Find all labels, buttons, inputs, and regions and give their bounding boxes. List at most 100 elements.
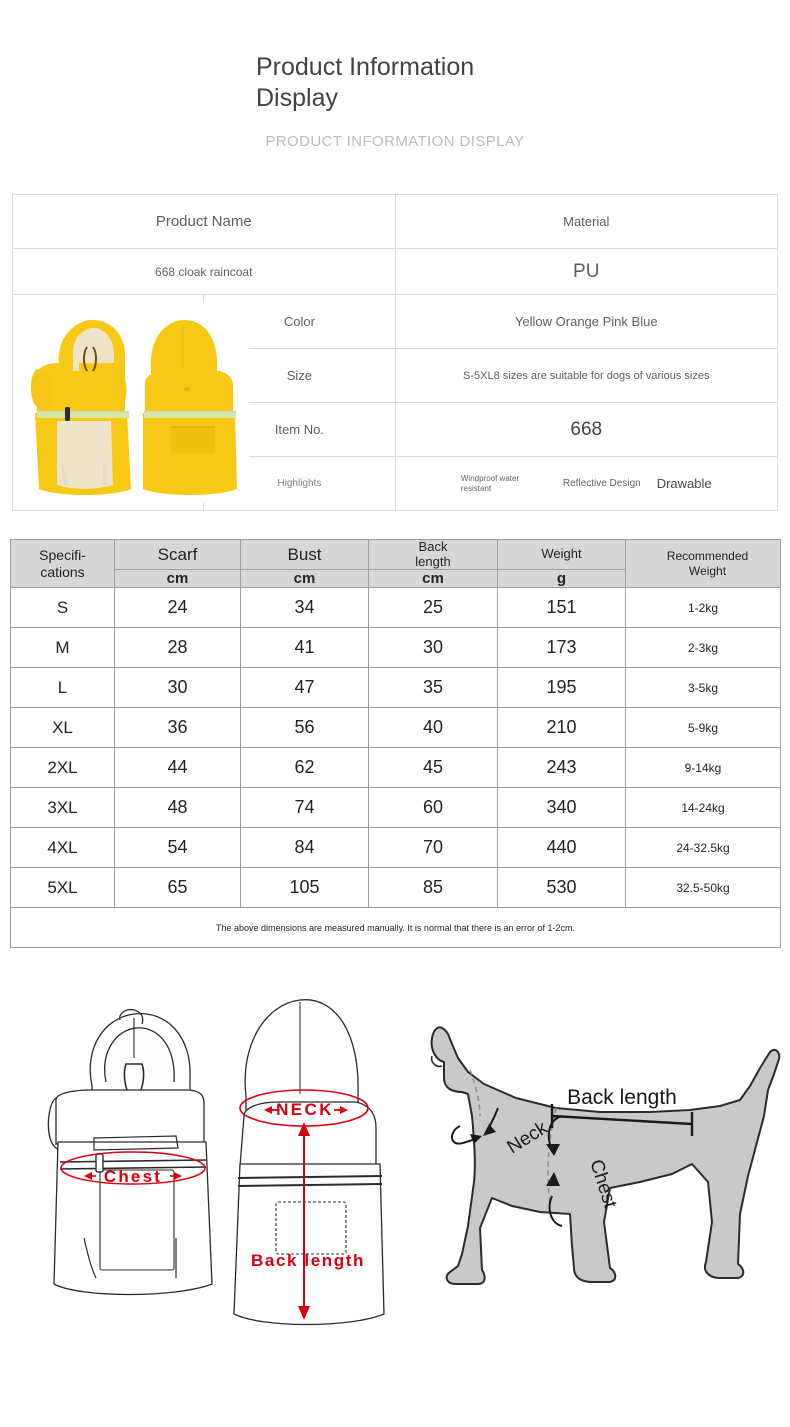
back-length-measure-annotation: Back length <box>251 1122 365 1321</box>
cell-back-length: 35 <box>368 667 498 709</box>
table-row: The above dimensions are measured manual… <box>10 907 781 949</box>
material-value: PU <box>394 248 778 295</box>
cell-back-length: 25 <box>368 587 498 629</box>
cell-recommended: 32.5-50kg <box>625 867 781 909</box>
attribute-value-item-no: 668 <box>394 402 778 457</box>
cell-weight: 195 <box>497 667 626 709</box>
table-row: 4XL 54 84 70 440 24-32.5kg <box>10 827 781 869</box>
label-back-length-dog: Back length <box>567 1086 677 1109</box>
cell-weight: 151 <box>497 587 626 629</box>
recommended-line2: Weight <box>688 563 727 578</box>
material-header: Material <box>394 194 778 249</box>
cell-weight: 530 <box>497 867 626 909</box>
dog-back-length-annotation: Back length <box>550 1086 694 1137</box>
spec-unit-bust: cm <box>240 569 369 589</box>
specifications-section: Specifi- cations Scarf Bust Back length … <box>10 538 781 949</box>
cell-weight: 210 <box>497 707 626 749</box>
highlight-item: Reflective Design <box>562 478 641 489</box>
cell-size: L <box>10 667 115 709</box>
cell-size: S <box>10 587 115 629</box>
table-row: 2XL 44 62 45 243 9-14kg <box>10 747 781 789</box>
spec-header-weight: Weight <box>497 538 626 571</box>
spec-unit-scarf: cm <box>114 569 241 589</box>
cell-size: 5XL <box>10 867 115 909</box>
cell-scarf: 48 <box>114 787 241 829</box>
attribute-value-color: Yellow Orange Pink Blue <box>394 294 778 349</box>
raincoat-photo-icon <box>13 302 249 503</box>
cell-scarf: 36 <box>114 707 241 749</box>
spec-unit-weight: g <box>497 569 626 589</box>
cell-bust: 74 <box>240 787 369 829</box>
cell-weight: 173 <box>497 627 626 669</box>
table-row: M 28 41 30 173 2-3kg <box>10 627 781 669</box>
measurement-diagrams-section: Chest NECK Back length <box>0 966 790 1346</box>
cell-scarf: 24 <box>114 587 241 629</box>
product-photo <box>13 302 249 503</box>
product-name-value: 668 cloak raincoat <box>12 248 396 295</box>
cell-weight: 243 <box>497 747 626 789</box>
highlight-item: Drawable <box>656 476 712 491</box>
chest-measure-annotation: Chest <box>60 1151 206 1186</box>
spec-header-row-2: cm cm cm g <box>11 569 781 589</box>
page-subtitle: PRODUCT INFORMATION DISPLAY <box>265 133 525 150</box>
specifications-table: Specifi- cations Scarf Bust Back length … <box>10 538 781 949</box>
table-row: 668 cloak raincoat PU <box>12 248 778 295</box>
cell-back-length: 45 <box>368 747 498 789</box>
back-length-line2: length <box>415 553 451 569</box>
table-row: Product Name Material <box>12 194 778 249</box>
cell-back-length: 30 <box>368 627 498 669</box>
spec-header-row-1: Specifi- cations Scarf Bust Back length … <box>10 538 781 589</box>
garment-front-diagram <box>47 1009 213 1296</box>
label-back-length-garment: Back length <box>251 1251 365 1270</box>
table-row: 3XL 48 74 60 340 14-24kg <box>10 787 781 829</box>
product-info-table: Product Name Material 668 cloak raincoat… <box>11 194 778 511</box>
cell-weight: 440 <box>497 827 626 869</box>
cell-scarf: 54 <box>114 827 241 869</box>
page-title: Product Information Display <box>256 53 475 112</box>
cell-recommended: 1-2kg <box>625 587 781 629</box>
cell-bust: 84 <box>240 827 369 869</box>
cell-bust: 34 <box>240 587 369 629</box>
label-chest-front: Chest <box>104 1167 162 1186</box>
spec-header-specifications: Specifi- cations <box>10 538 115 589</box>
cell-size: M <box>10 627 115 669</box>
table-row: Highlights Windproof water resistant Ref… <box>13 456 778 511</box>
cell-size: 4XL <box>10 827 115 869</box>
spec-header-back-length: Back length <box>368 538 498 571</box>
cell-bust: 56 <box>240 707 369 749</box>
spec-header-bust: Bust <box>240 538 369 571</box>
cell-recommended: 24-32.5kg <box>625 827 781 869</box>
cell-back-length: 85 <box>368 867 498 909</box>
cell-bust: 41 <box>240 627 369 669</box>
back-length-line1: Back <box>418 539 448 554</box>
spec-unit-back-length: cm <box>368 569 498 589</box>
spec-table-body: S 24 34 25 151 1-2kg M 28 41 30 173 2-3k… <box>10 587 781 949</box>
spec-header-line2: cations <box>40 563 85 580</box>
product-name-header: Product Name <box>12 194 396 249</box>
measurement-diagram: Chest NECK Back length <box>47 999 781 1326</box>
table-row: 5XL 65 105 85 530 32.5-50kg <box>10 867 781 909</box>
table-row: Color Yellow Orange Pink Blue <box>11 294 778 511</box>
garment-back-diagram <box>233 999 385 1326</box>
spec-header-line1: Specifi- <box>39 547 86 564</box>
cell-back-length: 40 <box>368 707 498 749</box>
recommended-line1: Recommended <box>666 549 749 564</box>
highlight-item: Windproof water resistant <box>460 474 520 493</box>
cell-recommended: 2-3kg <box>625 627 781 669</box>
cell-back-length: 70 <box>368 827 498 869</box>
cell-scarf: 30 <box>114 667 241 709</box>
cell-scarf: 28 <box>114 627 241 669</box>
cell-scarf: 65 <box>114 867 241 909</box>
cell-recommended: 9-14kg <box>625 747 781 789</box>
spec-header-scarf: Scarf <box>114 538 241 571</box>
label-neck-back: NECK <box>276 1100 334 1119</box>
attribute-value-size: S-5XL8 sizes are suitable for dogs of va… <box>394 348 778 403</box>
cell-scarf: 44 <box>114 747 241 789</box>
page-header: Product Information Display PRODUCT INFO… <box>0 0 790 150</box>
product-photo-cell <box>11 294 249 511</box>
cell-weight: 340 <box>497 787 626 829</box>
dog-silhouette-diagram <box>430 1026 781 1286</box>
cell-recommended: 5-9kg <box>625 707 781 749</box>
cell-size: XL <box>10 707 115 749</box>
table-row: L 30 47 35 195 3-5kg <box>10 667 781 709</box>
